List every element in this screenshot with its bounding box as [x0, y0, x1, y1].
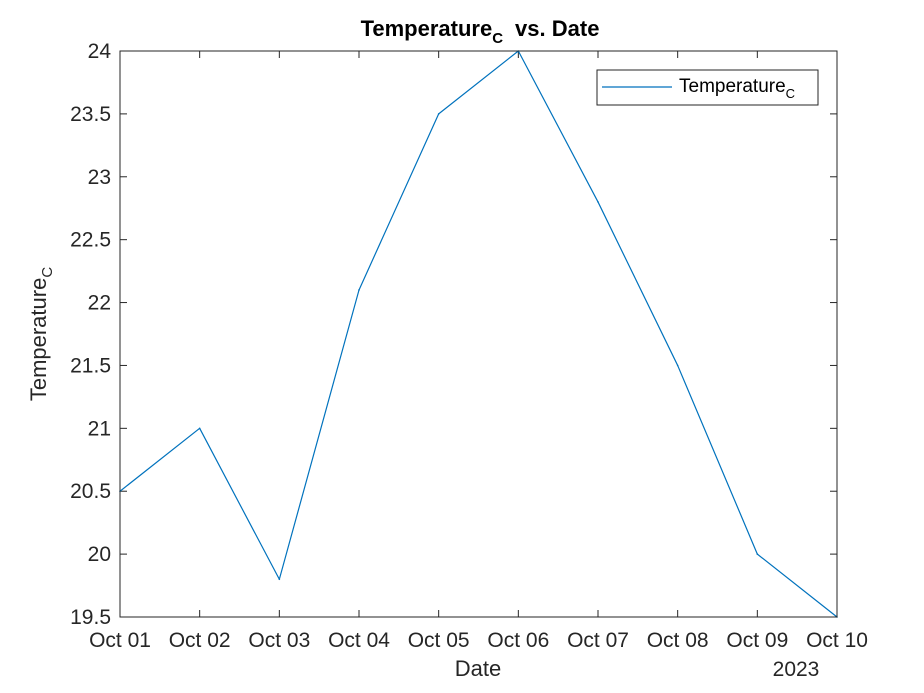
y-tick-label: 20: [88, 543, 111, 566]
x-tick-label: Oct 04: [328, 629, 390, 652]
x-tick-label: Oct 05: [408, 629, 470, 652]
data-point: [676, 364, 679, 367]
legend-label-subscript: C: [786, 86, 795, 101]
series-line-temperature: [119, 50, 838, 618]
data-point: [437, 113, 440, 115]
y-tick-label: 23.5: [70, 103, 111, 126]
x-tick-label: Oct 06: [487, 629, 549, 652]
axes-box: [119, 50, 838, 618]
y-tick-label: 21: [88, 417, 111, 440]
legend: TemperatureC: [596, 69, 819, 106]
x-tick-label: Oct 08: [647, 629, 709, 652]
data-point: [278, 578, 281, 581]
x-tick-label: Oct 07: [567, 629, 629, 652]
axis-ticks: Oct 01 Oct 02 Oct 03 Oct 04 Oct 05 Oct 06 Oct …: [70, 40, 868, 652]
chart-title-main: Temperature: [361, 16, 493, 41]
chart-title-suffix: vs. Date: [515, 16, 599, 41]
legend-label: TemperatureC: [679, 76, 795, 101]
legend-label-main: Temperature: [679, 76, 786, 97]
y-tick-label: 19.5: [70, 606, 111, 629]
y-tick-label: 23: [88, 166, 111, 189]
x-tick-label: Oct 09: [726, 629, 788, 652]
x-tick-label: Oct 02: [169, 629, 231, 652]
x-tick-label: Oct 03: [248, 629, 310, 652]
data-point: [597, 201, 599, 203]
x-tick-label: Oct 10: [806, 629, 868, 652]
data-point: [756, 553, 759, 555]
y-axis-title: TemperatureC: [26, 267, 56, 402]
x-axis-secondary-label: 2023: [773, 658, 820, 681]
x-axis-title: Date: [455, 656, 501, 681]
y-tick-label: 22.5: [70, 229, 111, 252]
chart-title-subscript: C: [492, 30, 503, 47]
y-tick-label: 21.5: [70, 354, 111, 377]
data-point: [358, 289, 360, 291]
y-axis-title-subscript: C: [39, 267, 56, 278]
y-tick-label: 22: [88, 292, 111, 315]
y-tick-label: 20.5: [70, 480, 111, 503]
plot-background: [120, 51, 837, 617]
x-tick-label: Oct 01: [89, 629, 151, 652]
y-tick-label: 24: [88, 40, 112, 63]
y-axis-title-main: Temperature: [26, 278, 51, 402]
data-point: [198, 427, 201, 430]
chart-title: TemperatureC vs. Date: [361, 16, 600, 47]
